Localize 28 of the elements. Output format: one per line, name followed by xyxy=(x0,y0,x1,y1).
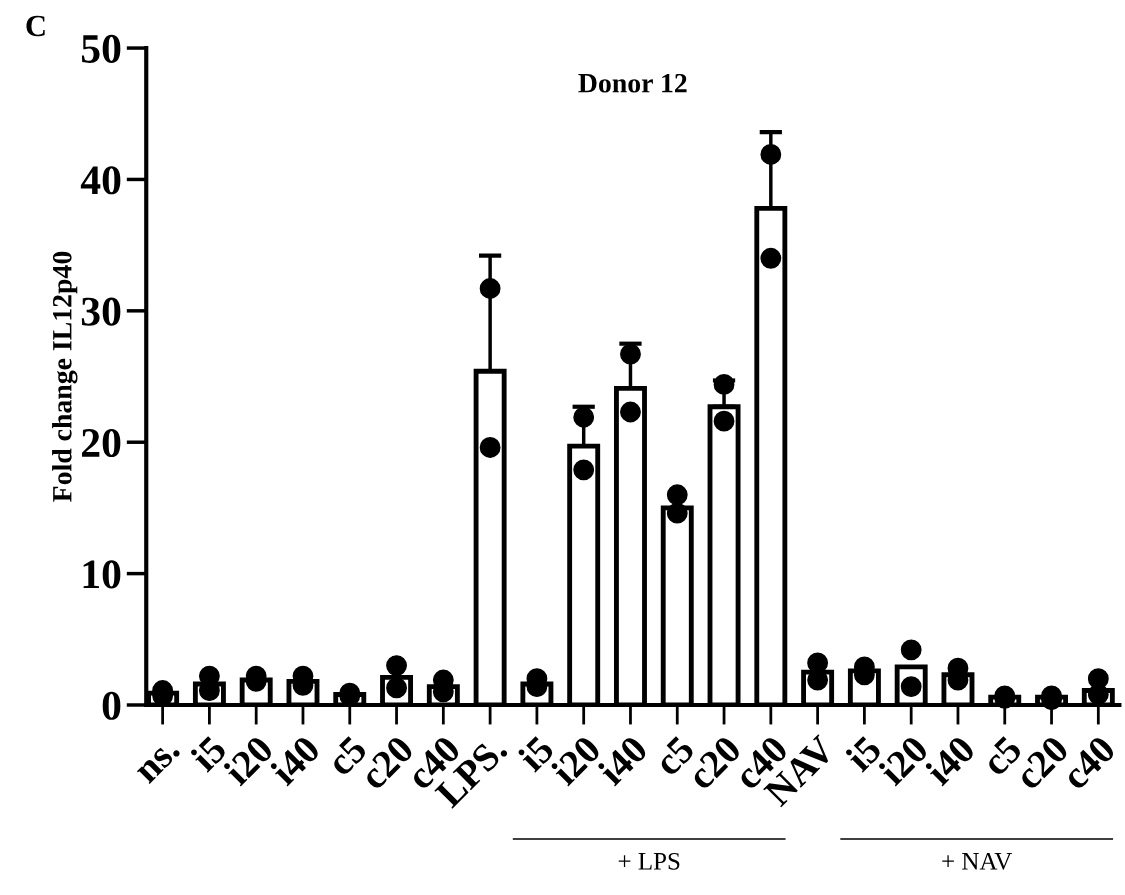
point xyxy=(666,502,688,524)
text: + LPS xyxy=(618,852,680,870)
point xyxy=(620,401,641,423)
point xyxy=(620,343,641,365)
point xyxy=(713,410,735,432)
point xyxy=(573,406,595,428)
text: C xyxy=(26,15,45,37)
point xyxy=(900,639,922,661)
point xyxy=(713,373,735,395)
point xyxy=(479,437,501,458)
y-tick-label: 40 xyxy=(80,166,121,195)
y-tick-label: 20 xyxy=(82,428,121,458)
point xyxy=(760,247,782,269)
point xyxy=(573,459,595,481)
y-tick-label: 50 xyxy=(81,34,121,63)
x-tick-label: c5 xyxy=(653,734,696,778)
y-tick-label: 10 xyxy=(83,560,121,589)
text: + NAV xyxy=(942,852,1013,870)
y-tick-label: 30 xyxy=(81,297,121,326)
text: Donor 12 xyxy=(578,73,687,93)
point xyxy=(1087,684,1109,705)
point xyxy=(760,144,782,165)
point xyxy=(666,484,688,506)
y-axis-title: Fold change IL12p40 xyxy=(52,251,78,502)
point xyxy=(479,278,501,299)
point xyxy=(386,655,407,676)
x-tick-label: ns. xyxy=(136,740,181,785)
y-tick-label: 0 xyxy=(102,691,121,720)
